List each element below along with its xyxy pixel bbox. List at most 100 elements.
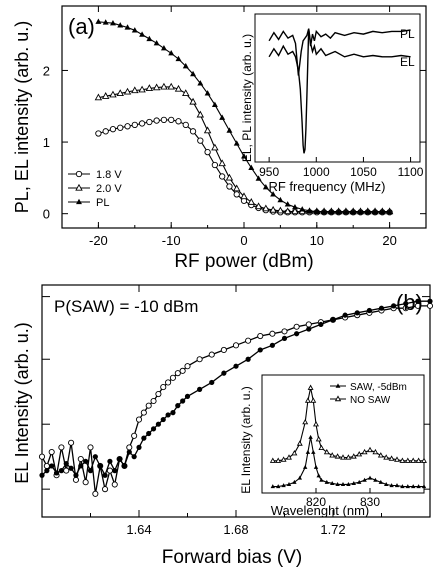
panel-b-data-point xyxy=(146,430,152,437)
panel-b-data-point xyxy=(427,298,433,304)
panel-a-data-point xyxy=(269,205,277,213)
panel-b-data-point xyxy=(221,370,227,376)
panel-a-data-point xyxy=(386,209,393,215)
panel-b-inset-data-point xyxy=(313,421,319,427)
panel-b-data-point xyxy=(426,302,434,309)
panel-b-data-point xyxy=(180,398,186,404)
panel-b-data-point xyxy=(131,432,138,439)
panel-a-data-point xyxy=(226,183,233,190)
panel-b-inset-data-point xyxy=(399,457,406,463)
panel-a-data-point xyxy=(204,90,211,96)
panel-b-data-point xyxy=(150,426,157,432)
panel-a-inset-x-tick-label: 1100 xyxy=(398,165,424,179)
panel-b-inset-data-point xyxy=(361,448,368,455)
panel-a-data-point xyxy=(233,191,240,198)
panel-b-inset-data-point xyxy=(415,457,422,463)
panel-b-inset-data-point xyxy=(310,397,317,403)
panel-a: (a) RF power (dBm) PL, EL intensity (arb… xyxy=(12,5,427,272)
panel-a-data-point xyxy=(160,45,167,51)
panel-b-data-point xyxy=(87,468,94,474)
panel-b-inset-data-point xyxy=(411,484,416,489)
panel-b-inset-data-point xyxy=(345,454,352,460)
panel-a-x-label: RF power (dBm) xyxy=(174,251,313,272)
panel-a-data-point xyxy=(241,153,247,159)
panel-a-legend: 1.8 V 2.0 V PL xyxy=(68,169,122,209)
panel-b-data-point xyxy=(39,472,45,478)
panel-b-inset-legend-marker xyxy=(335,383,341,388)
panel-a-inset-series-el xyxy=(268,28,411,154)
panel-b-data-point xyxy=(97,463,103,469)
panel-b-label: (b) xyxy=(396,290,423,315)
panel-b-inset-data-point xyxy=(280,456,287,462)
panel-b-data-point xyxy=(83,458,89,464)
panel-b-inset-data-point xyxy=(421,484,427,489)
panel-a-inset-y-label: EL, PL intensity (arb. u.) xyxy=(240,34,254,162)
panel-b-inset-data-point xyxy=(367,475,373,480)
panel-a-legend-label: PL xyxy=(96,197,109,209)
panel-b-inset-data-point xyxy=(394,456,400,462)
panel-a-data-point xyxy=(138,120,146,127)
panel-a-data-point xyxy=(203,126,212,134)
panel-b-inset-data-point xyxy=(356,451,363,457)
panel-a-data-point xyxy=(219,173,226,180)
panel-b-inset-data-point xyxy=(296,440,303,446)
panel-b-inset-data-point xyxy=(319,477,324,482)
panel-a-data-point xyxy=(168,116,175,124)
panel-b-data-point xyxy=(131,454,137,460)
panel-a-legend-marker xyxy=(75,170,83,178)
panel-b-data-point xyxy=(72,476,79,483)
panel-a-data-point xyxy=(190,70,197,77)
panel-b-data-point xyxy=(106,467,113,474)
panel-b-inset-data-point xyxy=(340,454,346,460)
panel-b-data-point xyxy=(63,461,69,467)
panel-b-inset-y-label: EL Intensity (arb. u.) xyxy=(239,386,253,494)
panel-b-inset-data-point xyxy=(275,457,282,463)
panel-b: (b) P(SAW) = -10 dBm Forward bias (V) EL… xyxy=(12,284,434,568)
panel-a-inset-pl-label: PL xyxy=(400,27,415,41)
panel-b-inset-data-point xyxy=(304,397,311,403)
panel-b-data-point xyxy=(160,384,167,391)
panel-b-data-point xyxy=(378,305,385,311)
panel-b-data-point xyxy=(179,367,186,374)
panel-a-y-tick-label: 1 xyxy=(43,135,50,150)
panel-a-data-point xyxy=(379,209,386,215)
panel-a-data-point xyxy=(204,148,211,156)
panel-b-inset-series-no-saw xyxy=(269,384,427,463)
panel-b-y-label: EL Intensity (arb. u.) xyxy=(12,322,32,483)
panel-a-data-point xyxy=(226,127,233,133)
panel-a-data-point xyxy=(335,209,342,215)
panel-a-data-point xyxy=(283,207,292,215)
panel-b-inset-data-point xyxy=(281,483,286,488)
panel-a-data-point xyxy=(255,175,262,181)
panel-b-x-tick-label: 1.68 xyxy=(223,522,248,537)
panel-b-inset-data-point xyxy=(383,454,390,460)
panel-b-inset-data-point xyxy=(373,477,378,482)
panel-b-inset-data-point xyxy=(302,418,309,425)
panel-b-inset-data-point xyxy=(416,484,421,489)
panel-b-data-point xyxy=(155,421,161,427)
panel-a-inset-x-label: RF frequency (MHz) xyxy=(268,179,385,194)
panel-b-ticks: 1.64 1.68 1.72 xyxy=(42,285,430,537)
panel-a-data-point xyxy=(218,159,226,167)
panel-b-data-point xyxy=(92,454,98,460)
panel-a-data-point xyxy=(123,87,132,95)
panel-b-inset-data-point xyxy=(367,446,373,453)
panel-b-data-point xyxy=(232,342,240,349)
panel-b-inset-data-point xyxy=(269,457,276,463)
panel-b-data-point xyxy=(102,486,109,493)
panel-a-data-point xyxy=(117,22,124,28)
panel-b-inset-data-point xyxy=(404,457,411,463)
panel-a-data-point xyxy=(321,209,328,215)
panel-a-data-point xyxy=(196,110,205,118)
panel-a-data-point xyxy=(364,209,371,215)
panel-a-data-point xyxy=(372,209,379,215)
panel-a-data-point xyxy=(211,143,219,151)
panel-b-plot xyxy=(38,298,434,497)
panel-b-data-point xyxy=(391,303,397,309)
panel-a-data-point xyxy=(167,82,175,90)
panel-b-data-point xyxy=(354,310,360,316)
panel-b-data-point xyxy=(155,390,162,398)
panel-b-data-point xyxy=(68,465,74,471)
panel-b-data-point xyxy=(92,490,99,497)
panel-b-inset-data-point xyxy=(394,483,400,488)
